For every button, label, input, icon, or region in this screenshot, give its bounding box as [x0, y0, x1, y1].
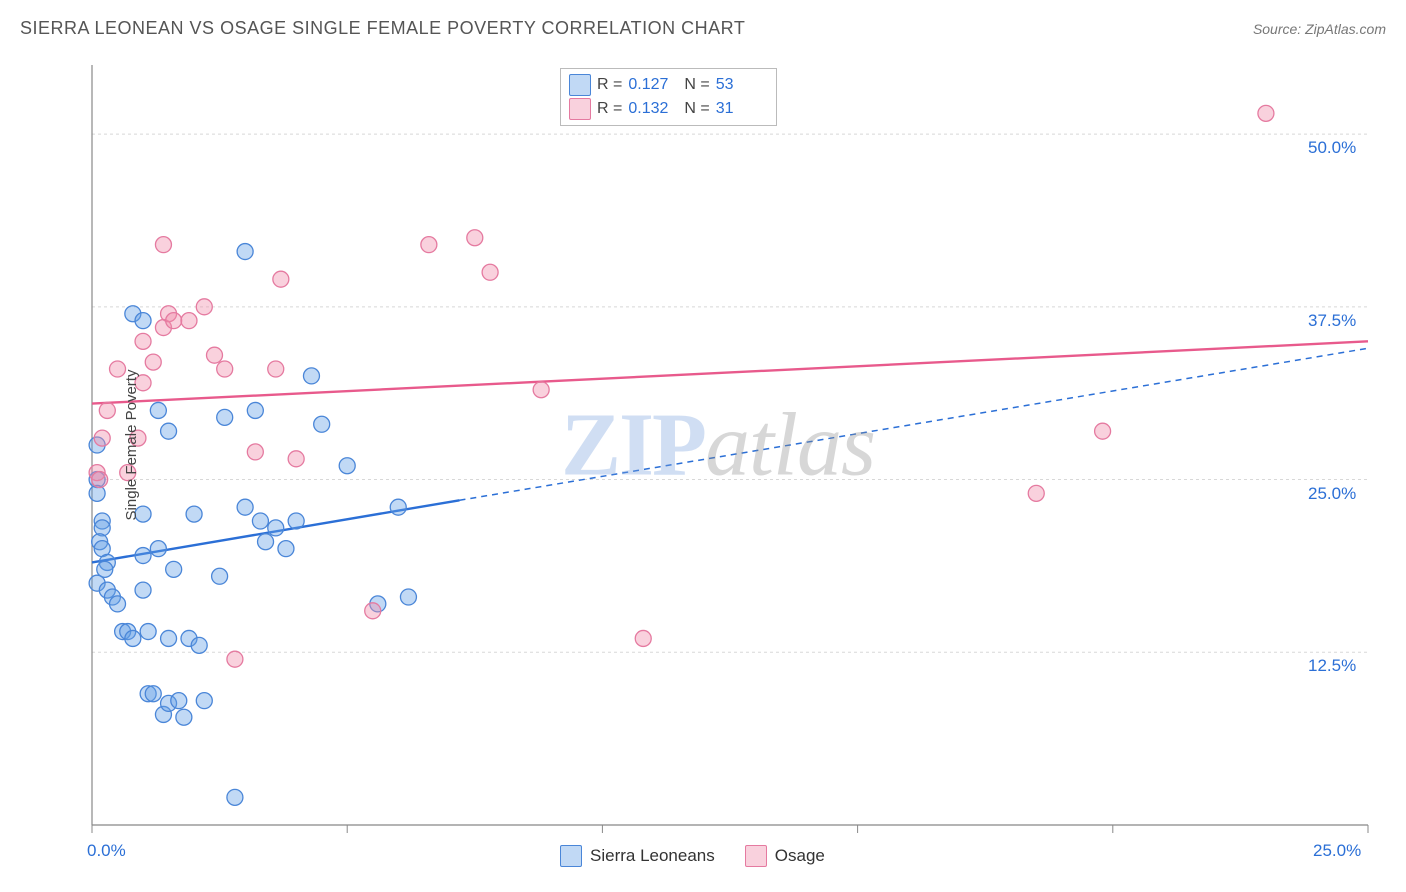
legend-row: R = 0.132 N = 31 [569, 97, 766, 121]
title-bar: SIERRA LEONEAN VS OSAGE SINGLE FEMALE PO… [20, 18, 1386, 39]
chart-title: SIERRA LEONEAN VS OSAGE SINGLE FEMALE PO… [20, 18, 745, 39]
chart-container: Single Female Poverty ZIPatlas [50, 55, 1386, 835]
y-tick-label: 50.0% [1308, 138, 1356, 158]
legend-label: Sierra Leoneans [590, 846, 715, 866]
y-tick-label: 25.0% [1308, 484, 1356, 504]
legend-item: Osage [745, 845, 825, 867]
legend-row: R = 0.127 N = 53 [569, 73, 766, 97]
series-legend: Sierra Leoneans Osage [560, 845, 825, 867]
y-tick-label: 12.5% [1308, 656, 1356, 676]
r-value: 0.132 [628, 100, 678, 118]
n-value: 31 [716, 100, 766, 118]
n-value: 53 [716, 76, 766, 94]
x-tick-label: 25.0% [1313, 841, 1361, 861]
legend-swatch [569, 74, 591, 96]
legend-swatch [569, 98, 591, 120]
legend-swatch [560, 845, 582, 867]
legend-swatch [745, 845, 767, 867]
y-tick-label: 37.5% [1308, 311, 1356, 331]
scatter-plot [50, 55, 1386, 835]
legend-item: Sierra Leoneans [560, 845, 715, 867]
y-axis-label: Single Female Poverty [123, 370, 140, 521]
source-attribution: Source: ZipAtlas.com [1253, 21, 1386, 37]
stats-legend: R = 0.127 N = 53 R = 0.132 N = 31 [560, 68, 777, 126]
x-tick-label: 0.0% [87, 841, 126, 861]
r-value: 0.127 [628, 76, 678, 94]
legend-label: Osage [775, 846, 825, 866]
